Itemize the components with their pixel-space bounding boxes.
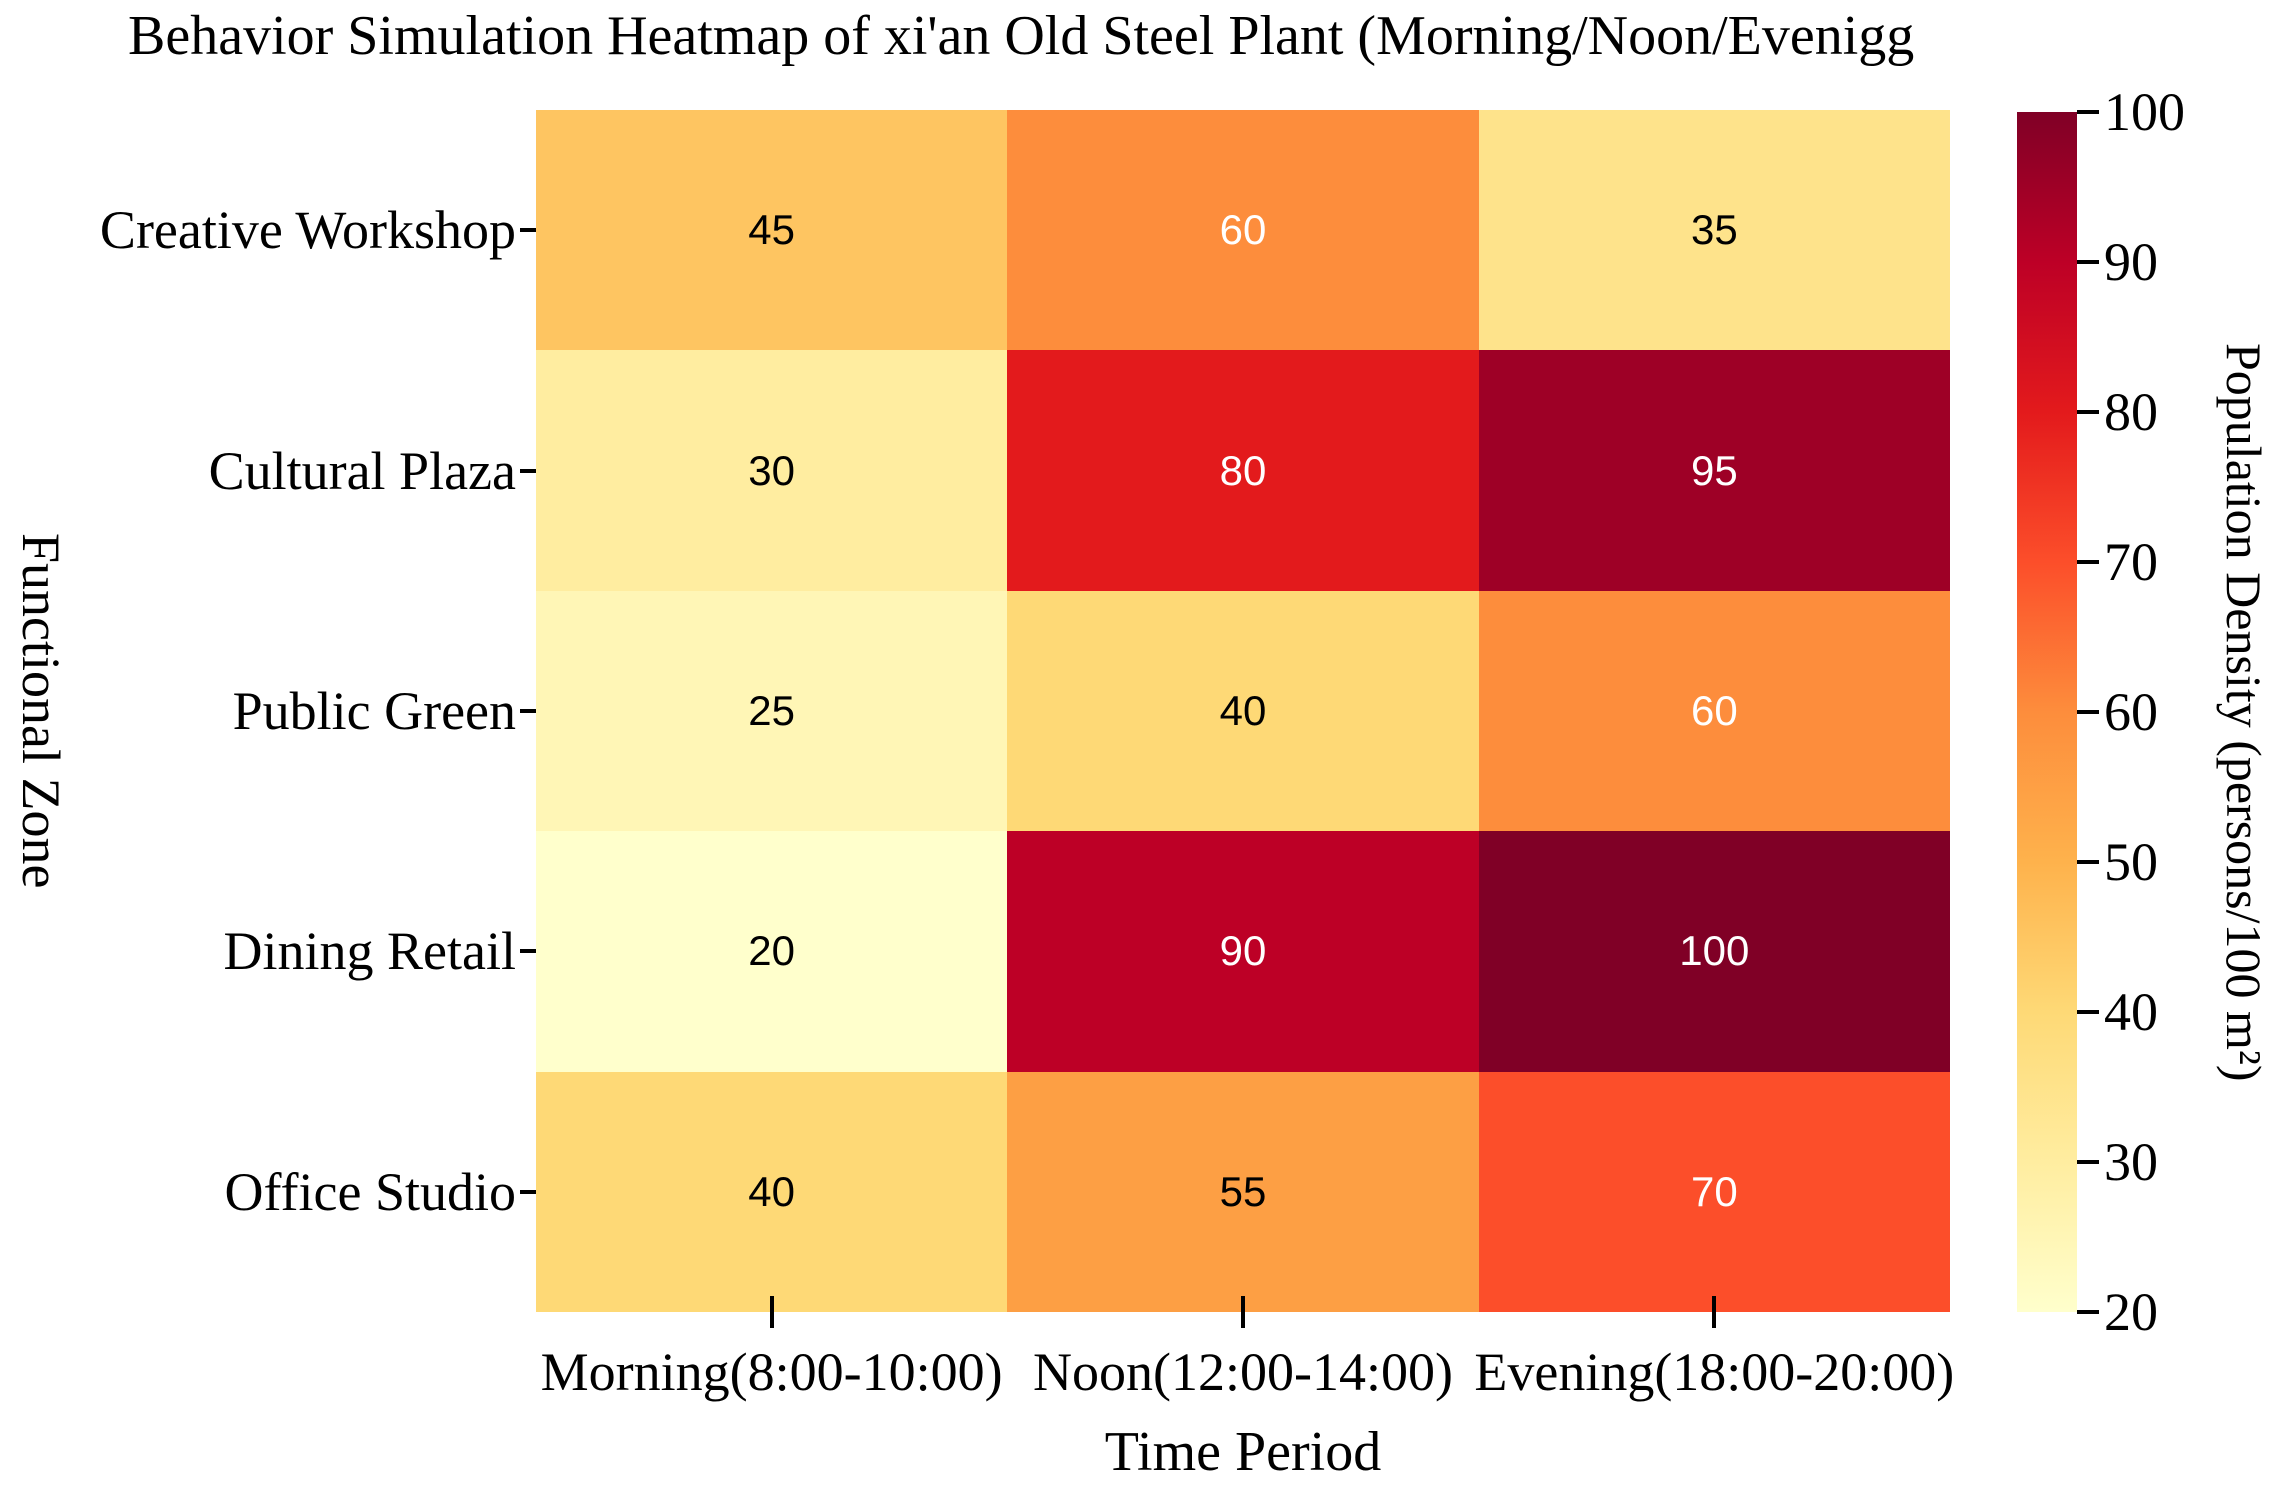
cell-value: 70: [1690, 1167, 1738, 1215]
heatmap-cell: 30: [536, 350, 1008, 591]
cell-value: 100: [1679, 927, 1750, 975]
heatmap-cell: 60: [1478, 590, 1950, 832]
y-axis-label: Functional Zone: [11, 533, 71, 889]
cell-value: 40: [1219, 686, 1267, 734]
ytick-label: Creative Workshop: [99, 200, 516, 261]
cbar-tick-mark: [2077, 1310, 2099, 1314]
cbar-tick-mark: [2077, 710, 2099, 714]
cbar-tick-mark: [2077, 860, 2099, 864]
cell-value: 90: [1219, 927, 1267, 975]
heatmap-cell: 25: [536, 590, 1008, 832]
heatmap-cell: 95: [1478, 350, 1950, 591]
cbar-tick-label: 60: [2104, 682, 2158, 742]
ytick-mark: [520, 228, 536, 233]
y-axis-label-container: Functional Zone: [6, 110, 76, 1312]
xtick-mark: [1712, 1296, 1717, 1328]
cbar-tick-label: 50: [2104, 832, 2158, 892]
cbar-tick-mark: [2077, 260, 2099, 264]
cbar-tick-mark: [2077, 1010, 2099, 1014]
ytick-label: Office Studio: [224, 1161, 516, 1222]
heatmap-cell: 90: [1007, 831, 1479, 1072]
heatmap-cell: 70: [1478, 1071, 1950, 1312]
x-axis-label-container: Time Period: [893, 1412, 1593, 1492]
cbar-tick-mark: [2077, 410, 2099, 414]
chart-title: Behavior Simulation Heatmap of xi'an Old…: [128, 5, 1915, 67]
colorbar-label-container: Population Density (persons/100 m²): [2204, 112, 2284, 1312]
cell-value: 20: [748, 927, 796, 975]
heatmap-cell: 40: [536, 1071, 1008, 1312]
x-axis-label: Time Period: [1104, 1421, 1382, 1483]
cell-value: 60: [1219, 206, 1267, 254]
heatmap-cell: 40: [1007, 590, 1479, 832]
heatmap-cell: 55: [1007, 1071, 1479, 1312]
ytick-mark: [520, 468, 536, 473]
xtick-label: Evening(18:00-20:00): [1474, 1342, 1955, 1402]
cbar-tick-label: 20: [2104, 1282, 2158, 1342]
cell-value: 30: [748, 446, 796, 494]
cell-value: 95: [1690, 446, 1738, 494]
heatmap-grid: 45 60 35 30 80 95 25 40 60 20 90 100 40 55 70: [536, 110, 1950, 1312]
cbar-tick-mark: [2077, 560, 2099, 564]
ytick-mark: [520, 1189, 536, 1194]
cbar-tick-label: 80: [2104, 382, 2158, 442]
xtick-label: Noon(12:00-14:00): [1033, 1342, 1453, 1402]
heatmap-cell: 100: [1478, 831, 1950, 1072]
cell-value: 40: [748, 1167, 796, 1215]
heatmap-cell: 80: [1007, 350, 1479, 591]
ytick-label: Public Green: [232, 681, 516, 741]
heatmap-cell: 20: [536, 831, 1008, 1072]
ytick-mark: [520, 709, 536, 713]
ytick-label: Cultural Plaza: [208, 440, 516, 501]
colorbar-gradient: [2017, 112, 2077, 1312]
ytick-label: Dining Retail: [223, 921, 516, 982]
xtick-mark: [769, 1296, 774, 1328]
heatmap-cell: 35: [1478, 110, 1950, 351]
ytick-mark: [520, 949, 536, 954]
cell-value: 35: [1690, 206, 1738, 254]
cbar-tick-label: 30: [2104, 1132, 2158, 1192]
heatmap-cell: 45: [536, 110, 1008, 351]
xtick-mark: [1241, 1296, 1245, 1328]
cell-value: 55: [1219, 1167, 1267, 1215]
heatmap-cell: 60: [1007, 110, 1479, 351]
cbar-tick-label: 70: [2104, 532, 2158, 592]
cbar-tick-label: 40: [2104, 982, 2158, 1042]
cell-value: 60: [1690, 686, 1738, 734]
cell-value: 80: [1219, 446, 1267, 494]
colorbar-label: Population Density (persons/100 m²): [2216, 342, 2272, 1082]
xtick-label: Morning(8:00-10:00): [540, 1342, 1003, 1402]
cell-value: 45: [748, 206, 796, 254]
cell-value: 25: [748, 686, 796, 734]
cbar-tick-label: 90: [2104, 232, 2158, 292]
cbar-tick-mark: [2077, 1160, 2099, 1164]
cbar-tick-mark: [2077, 110, 2099, 114]
cbar-tick-label: 100: [2104, 82, 2185, 142]
